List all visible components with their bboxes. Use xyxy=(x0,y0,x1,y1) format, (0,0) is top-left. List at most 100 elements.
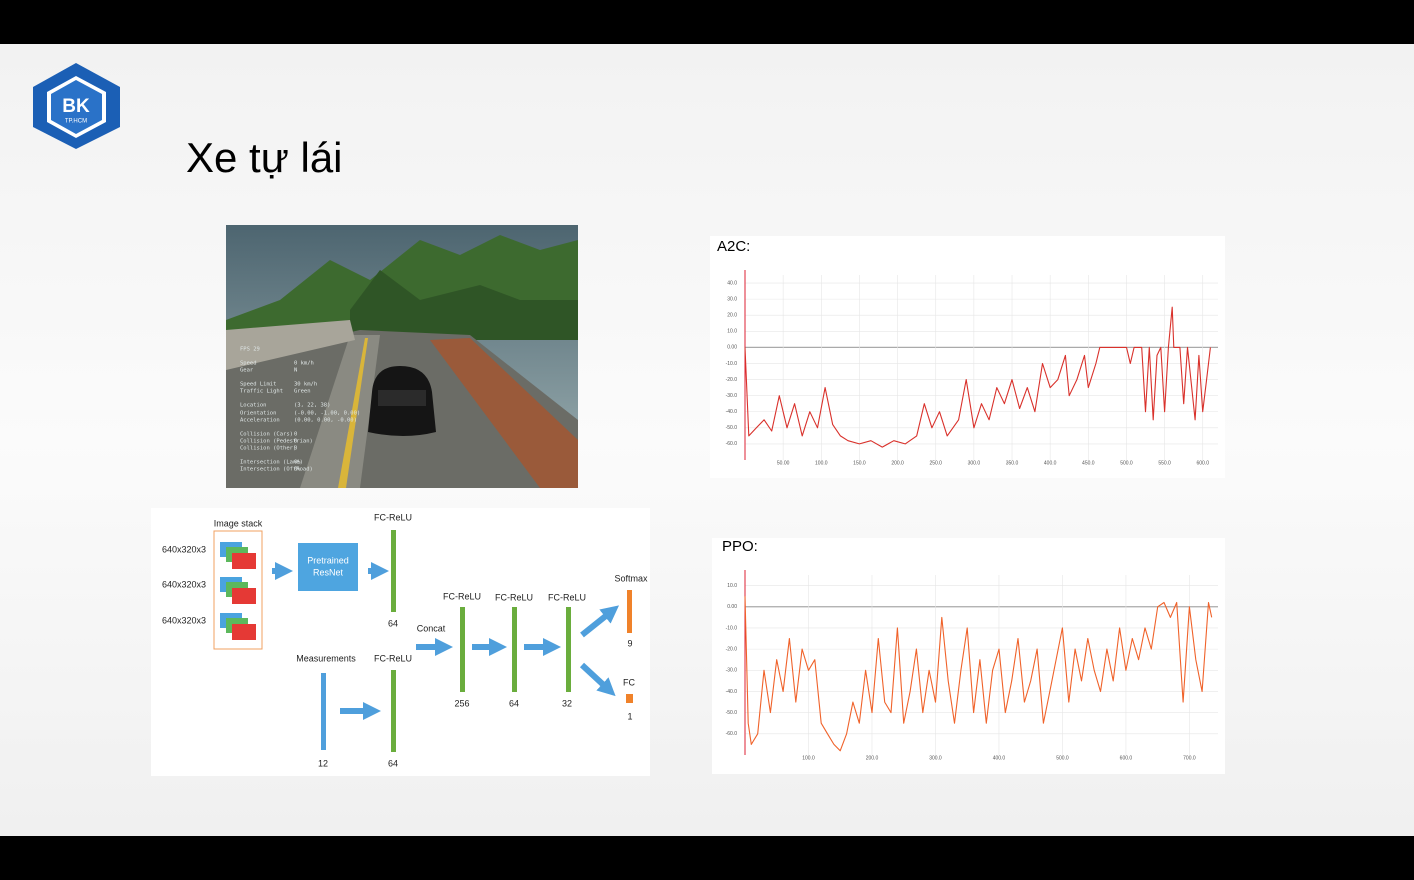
network-diagram: Image stack 640x320x3 640x320x3 640x320x… xyxy=(151,508,650,776)
y-tick-label: 20.0 xyxy=(727,313,737,319)
label: FC-ReLU xyxy=(443,591,481,601)
y-tick-label: -10.0 xyxy=(726,625,738,631)
hud-value: 0% xyxy=(294,460,301,466)
x-tick-label: 450.0 xyxy=(1082,460,1095,466)
x-tick-label: 100.0 xyxy=(802,755,815,761)
x-tick-label: 200.0 xyxy=(891,460,904,466)
label: 64 xyxy=(388,758,398,768)
y-tick-label: -50.0 xyxy=(726,425,738,431)
hud-label: Intersection (OffRoad) xyxy=(240,467,313,473)
hud-value: Green xyxy=(294,389,311,395)
x-tick-label: 350.0 xyxy=(1006,460,1019,466)
y-tick-label: 40.0 xyxy=(727,280,737,286)
hud-label: Speed Limit xyxy=(240,382,276,388)
hud-label: Intersection (Lane) xyxy=(240,460,303,466)
hud-label: Speed xyxy=(240,361,257,367)
line-series xyxy=(744,306,1211,448)
hud-value: 0 km/h xyxy=(294,361,314,367)
x-tick-label: 300.0 xyxy=(968,460,981,466)
x-tick-label: 400.0 xyxy=(993,755,1006,761)
hud-label: Acceleration xyxy=(240,418,280,424)
x-tick-label: 100.0 xyxy=(815,460,828,466)
x-tick-label: 500.0 xyxy=(1056,755,1069,761)
hud-label: Orientation xyxy=(240,411,276,417)
label: Softmax xyxy=(614,573,648,583)
hud-value: 0 xyxy=(294,446,297,452)
y-tick-label: 10.0 xyxy=(727,583,737,589)
label: 640x320x3 xyxy=(162,579,206,589)
y-tick-label: -40.0 xyxy=(726,409,738,415)
hud-value: (-0.00, -1.00, 0.00) xyxy=(294,411,360,417)
label: FC-ReLU xyxy=(374,512,412,522)
y-tick-label: -60.0 xyxy=(726,441,738,447)
hud-label: Collision (Other) xyxy=(240,446,296,452)
label: Measurements xyxy=(296,653,356,663)
label: 1 xyxy=(627,711,632,721)
x-tick-label: 500.0 xyxy=(1120,460,1133,466)
label: 64 xyxy=(509,698,519,708)
y-tick-label: -40.0 xyxy=(726,689,738,695)
x-tick-label: 600.0 xyxy=(1196,460,1209,466)
hud-label: Gear xyxy=(240,368,254,374)
y-tick-label: -10.0 xyxy=(726,361,738,367)
logo: BK TP.HCM xyxy=(33,63,120,149)
x-tick-label: 600.0 xyxy=(1120,755,1133,761)
y-tick-label: -50.0 xyxy=(726,710,738,716)
logo-text: BK xyxy=(62,96,90,117)
x-tick-label: 400.0 xyxy=(1044,460,1057,466)
label: 256 xyxy=(454,698,469,708)
y-tick-label: 10.0 xyxy=(727,329,737,335)
chart-title: A2C: xyxy=(717,238,750,255)
hud-label: Location xyxy=(240,403,267,409)
x-tick-label: 150.0 xyxy=(853,460,866,466)
hud-label: Collision (Cars) xyxy=(240,432,293,438)
x-tick-label: 700.0 xyxy=(1183,755,1196,761)
hud-value: (0.00, 0.00, -0.00) xyxy=(294,418,357,424)
label: FC-ReLU xyxy=(548,592,586,602)
x-tick-label: 50.00 xyxy=(777,460,790,466)
label: 12 xyxy=(318,758,328,768)
x-tick-label: 300.0 xyxy=(929,755,942,761)
x-tick-label: 200.0 xyxy=(866,755,879,761)
hud-value: 0% xyxy=(294,467,301,473)
chart-panel xyxy=(712,538,1225,774)
hud-value: (3, 22, 38) xyxy=(294,403,330,409)
y-tick-label: 0.00 xyxy=(727,345,737,351)
hud-value: N xyxy=(294,368,297,374)
hud-label: Collision (Pedestrian) xyxy=(240,439,313,445)
chart-title: PPO: xyxy=(722,538,758,555)
x-tick-label: 250.0 xyxy=(929,460,942,466)
label: Pretrained xyxy=(307,555,349,565)
label: 32 xyxy=(562,698,572,708)
hud-label: Traffic Light xyxy=(240,389,283,395)
hud-value: 0 xyxy=(294,439,297,445)
y-tick-label: -60.0 xyxy=(726,731,738,737)
slide-title: Xe tự lái xyxy=(186,134,343,181)
label: FC xyxy=(623,677,635,687)
y-tick-label: -30.0 xyxy=(726,668,738,674)
label: Concat xyxy=(417,623,446,633)
chart-panel xyxy=(710,236,1225,478)
label: ResNet xyxy=(313,567,344,577)
label: 640x320x3 xyxy=(162,544,206,554)
label: Image stack xyxy=(214,518,263,528)
hud-value: 30 km/h xyxy=(294,382,317,388)
y-tick-label: -20.0 xyxy=(726,377,738,383)
y-tick-label: -30.0 xyxy=(726,393,738,399)
label: 9 xyxy=(627,638,632,648)
hud-value: 0 xyxy=(294,432,297,438)
label: FC-ReLU xyxy=(495,592,533,602)
y-tick-label: 0.00 xyxy=(727,604,737,610)
label: 64 xyxy=(388,618,398,628)
logo-subtext: TP.HCM xyxy=(65,119,87,125)
y-tick-label: 30.0 xyxy=(727,296,737,302)
y-tick-label: -20.0 xyxy=(726,646,738,652)
hud-label: FPS 29 xyxy=(240,347,260,353)
label: FC-ReLU xyxy=(374,653,412,663)
label: 640x320x3 xyxy=(162,615,206,625)
simulator-image: FPS 29 Speed 0 km/h Gear N Speed Limit 30 km/h… xyxy=(226,225,578,488)
line-series xyxy=(744,596,1213,752)
x-tick-label: 550.0 xyxy=(1158,460,1171,466)
